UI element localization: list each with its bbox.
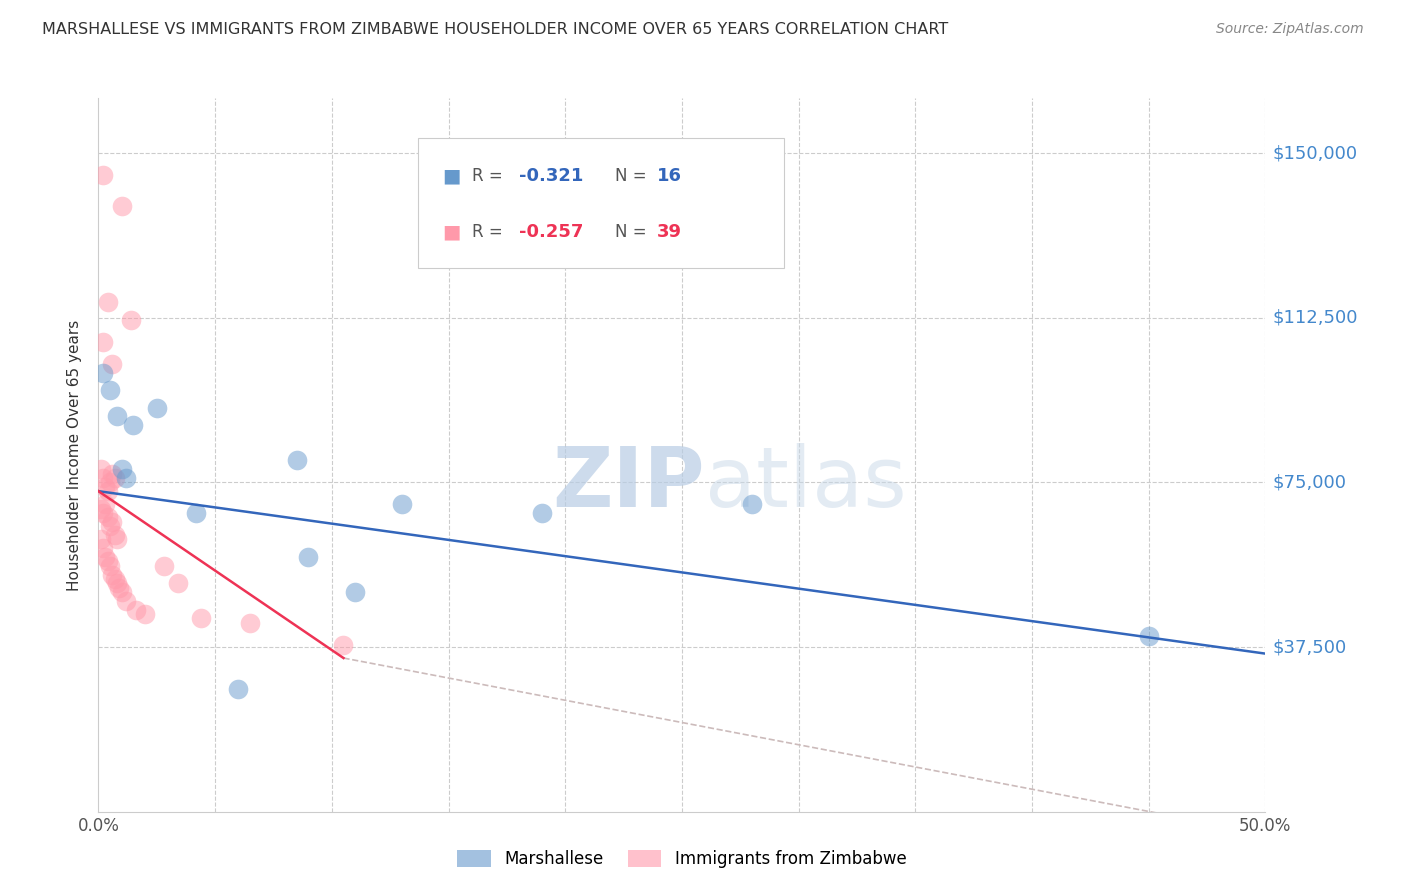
Point xyxy=(94,480,117,494)
Point xyxy=(741,497,763,511)
Legend: Marshallese, Immigrants from Zimbabwe: Marshallese, Immigrants from Zimbabwe xyxy=(450,843,914,875)
Point xyxy=(111,585,134,599)
Point xyxy=(104,572,127,586)
Point xyxy=(104,471,127,485)
Point xyxy=(91,506,114,520)
Point xyxy=(146,401,169,415)
Point xyxy=(105,576,128,591)
Point xyxy=(97,510,120,524)
Point xyxy=(190,611,212,625)
Point xyxy=(91,471,114,485)
Text: R =: R = xyxy=(471,168,508,186)
Point xyxy=(97,295,120,310)
Text: $75,000: $75,000 xyxy=(1272,474,1347,491)
Point xyxy=(90,533,112,547)
Point xyxy=(105,409,128,424)
Point xyxy=(94,497,117,511)
Point xyxy=(91,334,114,349)
Y-axis label: Householder Income Over 65 years: Householder Income Over 65 years xyxy=(67,319,83,591)
Text: ■: ■ xyxy=(441,167,460,186)
Point xyxy=(91,168,114,182)
Point xyxy=(166,576,188,591)
Point xyxy=(98,558,121,573)
Point xyxy=(1137,629,1160,643)
Text: ■: ■ xyxy=(441,222,460,242)
Point xyxy=(90,462,112,476)
Point xyxy=(530,506,553,520)
Text: Source: ZipAtlas.com: Source: ZipAtlas.com xyxy=(1216,22,1364,37)
Point xyxy=(228,681,250,696)
Point xyxy=(104,528,127,542)
Point xyxy=(101,467,124,481)
Text: $112,500: $112,500 xyxy=(1272,309,1358,326)
Point xyxy=(105,533,128,547)
Point xyxy=(115,594,138,608)
Point xyxy=(91,541,114,556)
Point xyxy=(111,462,134,476)
Point xyxy=(120,313,142,327)
Text: atlas: atlas xyxy=(706,443,907,524)
Point xyxy=(98,519,121,533)
Text: -0.257: -0.257 xyxy=(519,223,583,241)
Text: $150,000: $150,000 xyxy=(1272,144,1358,162)
Point xyxy=(332,638,354,652)
Point xyxy=(297,549,319,564)
Point xyxy=(115,471,138,485)
Point xyxy=(91,366,114,380)
Text: -0.321: -0.321 xyxy=(519,168,583,186)
Point xyxy=(101,357,124,371)
Text: $37,500: $37,500 xyxy=(1272,638,1347,656)
Point xyxy=(125,603,148,617)
Point xyxy=(97,554,120,568)
Text: ZIP: ZIP xyxy=(553,443,706,524)
Text: 16: 16 xyxy=(657,168,682,186)
Point xyxy=(101,515,124,529)
Point xyxy=(391,497,413,511)
Point xyxy=(108,581,131,595)
Point xyxy=(344,585,367,599)
Text: 39: 39 xyxy=(657,223,682,241)
Point xyxy=(239,615,262,630)
Text: N =: N = xyxy=(614,223,652,241)
Point xyxy=(98,475,121,490)
Point xyxy=(90,501,112,516)
Point xyxy=(94,549,117,564)
Point xyxy=(111,199,134,213)
Text: R =: R = xyxy=(471,223,508,241)
Point xyxy=(122,418,145,433)
Point xyxy=(152,558,174,573)
Point xyxy=(285,453,308,467)
Point xyxy=(186,506,208,520)
Point xyxy=(101,567,124,582)
Text: MARSHALLESE VS IMMIGRANTS FROM ZIMBABWE HOUSEHOLDER INCOME OVER 65 YEARS CORRELA: MARSHALLESE VS IMMIGRANTS FROM ZIMBABWE … xyxy=(42,22,949,37)
Point xyxy=(98,383,121,397)
Text: N =: N = xyxy=(614,168,652,186)
Point xyxy=(97,484,120,499)
Point xyxy=(134,607,156,621)
